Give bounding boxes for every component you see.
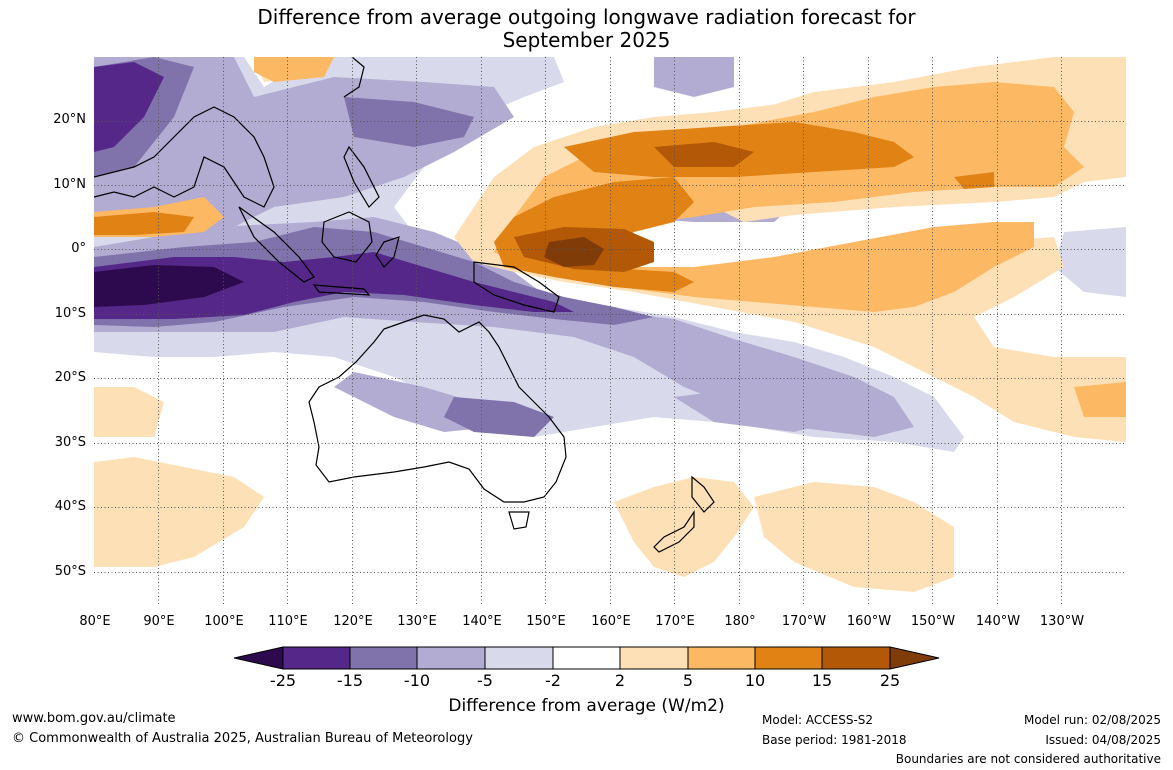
tasmania-coastline: [508, 511, 530, 530]
map-title-line-2: September 2025: [502, 28, 671, 52]
lon-label-160e: 160°E: [591, 614, 631, 629]
colorbar-segment-4: [484, 646, 554, 670]
lon-label-170w: 170°W: [781, 614, 827, 629]
colorbar-tick-5: 5: [682, 671, 694, 690]
colorbar-min-extension: [234, 646, 284, 670]
footer-copyright: © Commonwealth of Australia 2025, Austra…: [12, 731, 473, 746]
colorbar-tick-minus-25: -25: [269, 671, 297, 690]
lon-label-100e: 100°E: [204, 614, 244, 629]
colorbar-label: Difference from average (W/m2): [448, 696, 725, 716]
lon-label-150e: 150°E: [526, 614, 566, 629]
lon-label-90e: 90°E: [143, 614, 175, 629]
colorbar-tick-minus-5: -5: [477, 671, 493, 690]
lon-label-180: 180°: [724, 614, 756, 629]
colorbar-tick-15: 15: [811, 671, 833, 690]
lon-label-130w: 130°W: [1039, 614, 1085, 629]
lat-label-20s: 20°S: [54, 370, 86, 385]
footer-url[interactable]: www.bom.gov.au/climate: [12, 711, 176, 726]
graticule: [94, 57, 1126, 605]
philippines-coastline: [343, 145, 380, 208]
southeast-asia-coastline: [94, 106, 275, 208]
footer-model-run: Model run: 02/08/2025: [1023, 713, 1161, 727]
colorbar-segment-5: [552, 646, 621, 670]
footer-model: Model: ACCESS-S2: [762, 713, 874, 727]
lon-label-110e: 110°E: [268, 614, 308, 629]
lat-label-40s: 40°S: [54, 499, 86, 514]
coastlines: [94, 57, 715, 553]
colorbar-segment-1: [282, 646, 351, 670]
colorbar-tick-25: 25: [879, 671, 901, 690]
australia-coastline: [308, 314, 567, 503]
japan-coastline: [343, 57, 365, 98]
lat-label-20n: 20°N: [53, 112, 86, 127]
colorbar-tick-minus-10: -10: [403, 671, 431, 690]
colorbar-tick-10: 10: [744, 671, 766, 690]
colorbar-segment-7: [687, 646, 756, 670]
new-zealand-north-coastline: [691, 475, 715, 513]
colorbar-tick-2: 2: [614, 671, 626, 690]
anomaly-darkest-brown-areas: [544, 237, 604, 267]
colorbar-segment-9: [821, 646, 891, 670]
olr-anomaly-map: [94, 57, 1126, 605]
lon-label-150w: 150°W: [910, 614, 956, 629]
colorbar: [234, 646, 940, 670]
colorbar-segment-8: [754, 646, 823, 670]
new-zealand-south-coastline: [653, 510, 695, 553]
lat-label-0: 0°: [71, 241, 86, 256]
anomaly-darkest-purple-areas: [94, 265, 244, 307]
lon-label-120e: 120°E: [333, 614, 373, 629]
lon-label-80e: 80°E: [79, 614, 111, 629]
lon-label-130e: 130°E: [397, 614, 437, 629]
borneo-coastline: [321, 211, 373, 263]
new-guinea-coastline: [473, 261, 560, 313]
lon-label-160w: 160°W: [846, 614, 892, 629]
lon-label-140w: 140°W: [975, 614, 1021, 629]
colorbar-max-extension: [889, 646, 940, 670]
lat-label-10n: 10°N: [53, 177, 86, 192]
lat-label-10s: 10°S: [54, 306, 86, 321]
footer-issued: Issued: 04/08/2025: [1045, 733, 1161, 747]
colorbar-segment-6: [619, 646, 689, 670]
footer-base-period: Base period: 1981-2018: [762, 733, 907, 747]
lat-label-50s: 50°S: [54, 564, 86, 579]
lon-label-170e: 170°E: [655, 614, 695, 629]
sulawesi-coastline: [375, 236, 400, 268]
colorbar-tick-minus-15: -15: [336, 671, 364, 690]
footer-disclaimer: Boundaries are not considered authoritat…: [895, 752, 1161, 766]
map-title-line-1: Difference from average outgoing longwav…: [257, 5, 916, 29]
colorbar-segment-2: [349, 646, 418, 670]
colorbar-tick-minus-2: -2: [545, 671, 561, 690]
colorbar-segment-3: [416, 646, 486, 670]
sumatra-coastline: [238, 206, 315, 283]
lon-label-140e: 140°E: [462, 614, 502, 629]
java-coastline: [312, 284, 371, 296]
lat-label-30s: 30°S: [54, 435, 86, 450]
